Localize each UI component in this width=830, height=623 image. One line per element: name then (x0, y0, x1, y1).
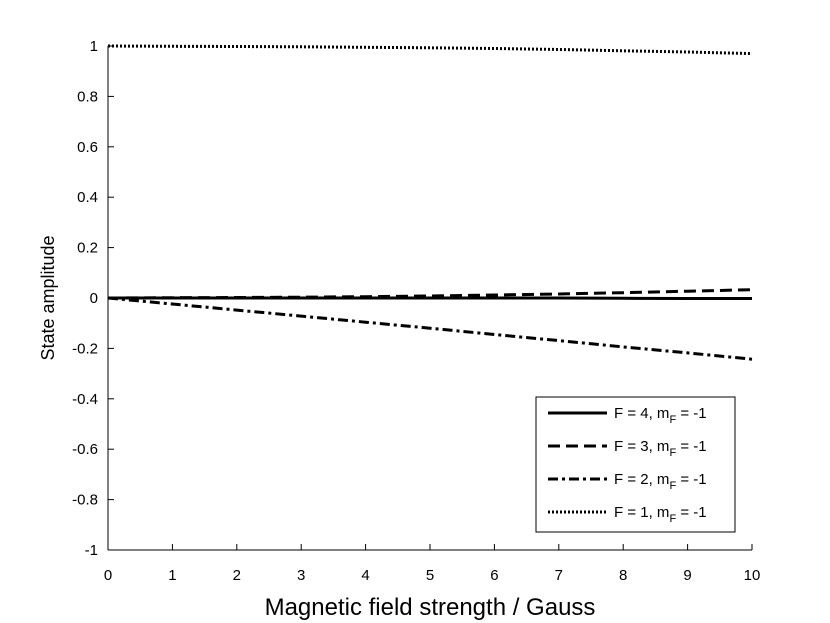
y-tick-label: 0.6 (77, 139, 98, 156)
y-tick-label: 1 (90, 38, 98, 55)
series-line-solid (108, 296, 752, 300)
y-tick-label: 0.4 (77, 189, 98, 206)
x-axis-label: Magnetic field strength / Gauss (265, 594, 596, 621)
x-tick-label: 5 (426, 567, 434, 584)
legend-label-subscript: F (669, 513, 676, 525)
x-tick-label: 10 (744, 567, 761, 584)
legend-box (535, 396, 736, 533)
x-tick-label: 0 (104, 567, 112, 584)
y-ticks: -1 -0.8 -0.6 -0.4 -0.2 0 0.2 0.4 0.6 0.8 1 (72, 38, 114, 559)
x-tick-label: 7 (555, 567, 563, 584)
x-tick-label: 3 (297, 567, 305, 584)
x-tick-label: 2 (233, 567, 241, 584)
legend-label-subscript: F (669, 414, 676, 426)
y-tick-label: 0 (90, 290, 98, 307)
y-tick-label: -0.2 (72, 340, 98, 357)
legend-label-subscript: F (669, 480, 676, 492)
x-tick-label: 4 (361, 567, 369, 584)
x-tick-label: 6 (490, 567, 498, 584)
legend-label: F = 4, mF = -1 (614, 405, 707, 426)
y-tick-label: -0.8 (72, 492, 98, 509)
series-layer (107, 44, 753, 361)
series-line-dotted (107, 44, 753, 56)
legend-label: F = 3, mF = -1 (614, 438, 707, 459)
y-tick-label: -1 (85, 542, 98, 559)
legend-label-tail: = -1 (676, 405, 706, 422)
legend-label-main: F = 2, m (614, 471, 669, 488)
legend-label-main: F = 3, m (614, 438, 669, 455)
y-tick-label: -0.4 (72, 391, 98, 408)
legend-label: F = 1, mF = -1 (614, 504, 707, 525)
legend-label-main: F = 4, m (614, 405, 669, 422)
y-tick-label: 0.8 (77, 88, 98, 105)
x-tick-label: 1 (168, 567, 176, 584)
series-line-dashdot (107, 296, 753, 361)
y-axis-label: State amplitude (38, 235, 58, 360)
legend-label-tail: = -1 (676, 471, 706, 488)
legend-label-tail: = -1 (676, 438, 706, 455)
legend-label-subscript: F (669, 447, 676, 459)
x-tick-label: 9 (683, 567, 691, 584)
y-tick-label: -0.6 (72, 441, 98, 458)
legend-label: F = 2, mF = -1 (614, 471, 707, 492)
x-ticks: 0 1 2 3 4 5 6 7 8 9 10 (104, 544, 761, 584)
legend-label-main: F = 1, m (614, 504, 669, 521)
y-tick-label: 0.2 (77, 240, 98, 257)
legend-label-tail: = -1 (676, 504, 706, 521)
legend: F = 4, mF = -1F = 3, mF = -1F = 2, mF = … (535, 396, 736, 533)
x-tick-label: 8 (619, 567, 627, 584)
